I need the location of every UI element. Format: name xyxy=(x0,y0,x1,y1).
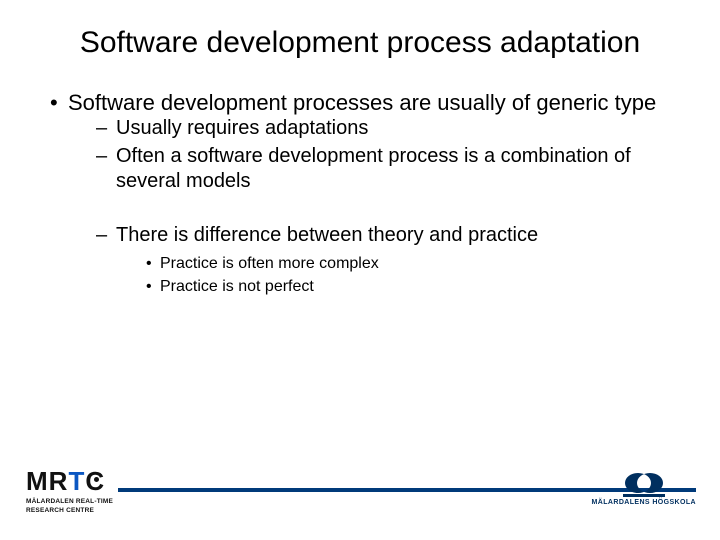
mdh-logo-text: MÄLARDALENS HÖGSKOLA xyxy=(592,499,696,506)
slide: Software development process adaptation … xyxy=(0,0,720,540)
mrtc-letter: C xyxy=(85,466,105,497)
sub-bullet-text: Often a software development process is … xyxy=(116,145,631,193)
sub-bullet-text: There is difference between theory and p… xyxy=(116,224,538,246)
mrtc-letter: M xyxy=(26,466,49,497)
mrtc-logo-text: MRTC xyxy=(26,466,134,497)
sub-bullet-text: Usually requires adaptations xyxy=(116,117,368,139)
mdh-logo-icon xyxy=(621,468,667,498)
bullet-text: Software development processes are usual… xyxy=(68,90,656,115)
sub-bullet-item: Usually requires adaptations xyxy=(96,116,680,142)
mrtc-letter: T xyxy=(68,466,85,497)
bullet-list: Software development processes are usual… xyxy=(40,89,680,298)
sub-bullet-item: Often a software development process is … xyxy=(96,144,680,195)
slide-title: Software development process adaptation xyxy=(40,26,680,61)
subsub-bullet-text: Practice is often more complex xyxy=(160,255,379,272)
mrtc-sub-1: MÄLARDALEN REAL-TIME xyxy=(26,499,134,506)
sub-bullet-list: Usually requires adaptations Often a sof… xyxy=(68,116,680,298)
sub-bullet-item: There is difference between theory and p… xyxy=(96,223,680,298)
subsub-bullet-item: Practice is often more complex xyxy=(146,254,680,275)
mrtc-letter: R xyxy=(49,466,69,497)
mrtc-sub-2: RESEARCH CENTRE xyxy=(26,508,134,515)
slide-footer: MRTC MÄLARDALEN REAL-TIME RESEARCH CENTR… xyxy=(0,466,720,522)
subsub-bullet-list: Practice is often more complex Practice … xyxy=(116,254,680,298)
subsub-bullet-text: Practice is not perfect xyxy=(160,278,314,295)
subsub-bullet-item: Practice is not perfect xyxy=(146,277,680,298)
bullet-item: Software development processes are usual… xyxy=(50,89,680,298)
mdh-logo: MÄLARDALENS HÖGSKOLA xyxy=(592,468,696,506)
